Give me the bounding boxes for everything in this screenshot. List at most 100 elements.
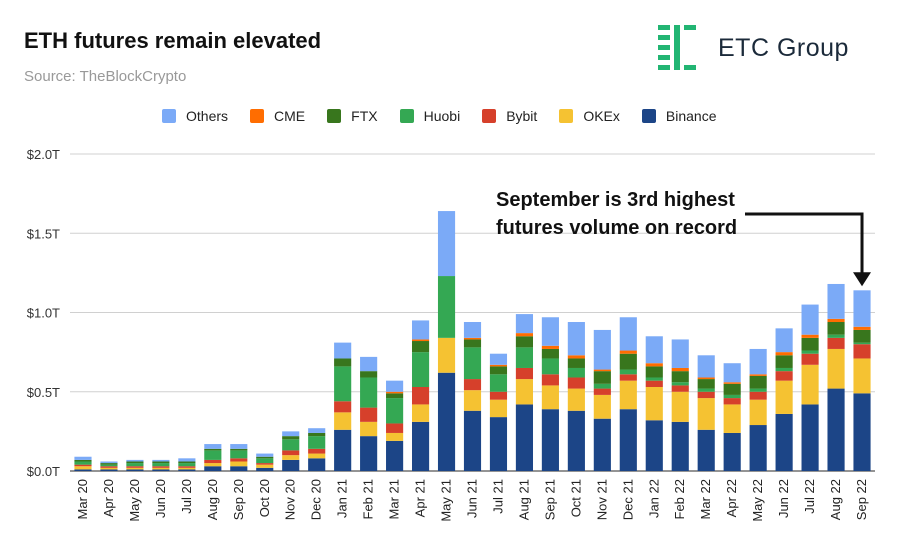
- bar-segment-bybit: [723, 398, 741, 405]
- bar-segment-ftx: [360, 371, 378, 378]
- bar-segment-binance: [334, 429, 352, 471]
- bar-segment-bybit: [827, 337, 845, 349]
- bar-segment-others: [619, 317, 637, 351]
- bar-segment-binance: [204, 466, 222, 471]
- bar-segment-huobi: [282, 439, 300, 451]
- bar-segment-bybit: [749, 391, 767, 400]
- bar-segment-ftx: [489, 366, 508, 375]
- legend-swatch: [482, 109, 497, 123]
- legend-label: CME: [274, 108, 306, 124]
- annotation-text: September is 3rd highest: [496, 189, 735, 211]
- bar-segment-others: [827, 283, 845, 319]
- bar-segment-bybit: [308, 448, 326, 454]
- bar-segment-huobi: [126, 463, 144, 467]
- bar-segment-others: [541, 317, 559, 346]
- bar-segment-ftx: [334, 358, 352, 367]
- bar-segment-huobi: [801, 350, 819, 354]
- bar-segment-binance: [853, 393, 871, 471]
- bar-segment-others: [749, 348, 767, 375]
- bar-segment-okex: [178, 467, 196, 470]
- bar-segment-okex: [619, 380, 637, 410]
- bar-segment-okex: [723, 404, 741, 433]
- bar-segment-others: [489, 353, 508, 365]
- x-tick-label: Oct 20: [257, 479, 272, 517]
- bar-segment-cme: [567, 355, 585, 359]
- bar-segment-bybit: [775, 371, 793, 381]
- bar-segment-binance: [126, 469, 144, 471]
- bar-segment-bybit: [697, 391, 715, 399]
- legend-swatch: [559, 109, 574, 123]
- bar-segment-binance: [256, 467, 274, 471]
- bar-segment-ftx: [567, 358, 585, 368]
- x-tick-label: Jun 20: [153, 479, 168, 518]
- bar-segment-huobi: [827, 334, 845, 338]
- bar-segment-huobi: [360, 377, 378, 408]
- x-tick-label: Aug 20: [205, 479, 220, 520]
- bar-segment-ftx: [515, 336, 534, 348]
- bar-segment-bybit: [230, 458, 248, 462]
- bar-segment-cme: [697, 377, 715, 380]
- legend-label: FTX: [351, 108, 378, 124]
- legend-swatch: [250, 109, 265, 123]
- bar-segment-ftx: [230, 448, 248, 451]
- bar-segment-okex: [74, 466, 92, 470]
- bar-segment-huobi: [308, 436, 326, 449]
- bar-segment-others: [334, 342, 352, 359]
- bar-segment-huobi: [256, 458, 274, 464]
- bar-segment-binance: [152, 469, 170, 471]
- bar-segment-ftx: [801, 337, 819, 351]
- x-tick-label: Mar 20: [75, 479, 90, 519]
- bar-segment-okex: [256, 464, 274, 468]
- bar-segment-binance: [801, 404, 819, 471]
- bar-segment-others: [282, 431, 300, 437]
- x-tick-label: Apr 22: [724, 479, 739, 517]
- bar-segment-bybit: [593, 388, 611, 395]
- bar-segment-okex: [308, 453, 326, 459]
- x-tick-label: Apr 20: [101, 479, 116, 517]
- legend-swatch: [641, 109, 656, 123]
- bar-segment-binance: [697, 429, 715, 471]
- bar-segment-ftx: [152, 461, 170, 464]
- bar-segment-ftx: [671, 371, 689, 383]
- bar-segment-binance: [749, 425, 767, 471]
- bar-segment-others: [411, 320, 430, 340]
- bar-segment-huobi: [541, 358, 559, 375]
- bar-segment-ftx: [593, 371, 611, 384]
- bar-segment-others: [100, 461, 118, 464]
- legend-swatch: [327, 109, 342, 123]
- bar-segment-okex: [437, 337, 456, 373]
- bar-segment-ftx: [308, 432, 326, 437]
- x-tick-label: Dec 20: [309, 479, 324, 520]
- x-tick-label: Oct 21: [568, 479, 583, 517]
- bar-segment-binance: [515, 404, 534, 471]
- bar-segment-ftx: [827, 322, 845, 335]
- bar-segment-ftx: [411, 341, 430, 353]
- etc-group-logo: [658, 25, 696, 70]
- y-tick-label: $1.0T: [27, 306, 60, 321]
- bar-segment-ftx: [178, 461, 196, 464]
- legend-label: Binance: [665, 108, 717, 124]
- bar-segment-bybit: [541, 374, 559, 386]
- bar-segment-okex: [671, 391, 689, 422]
- bar-segment-ftx: [619, 353, 637, 370]
- x-tick-label: Jun 22: [776, 479, 791, 518]
- legend-item-cme: CME: [250, 108, 305, 124]
- bar-segment-huobi: [645, 377, 663, 381]
- bar-segment-others: [386, 380, 404, 392]
- x-tick-label: Nov 21: [594, 479, 609, 520]
- bar-segment-others: [437, 211, 456, 277]
- bar-segment-ftx: [126, 461, 144, 464]
- bar-segment-okex: [749, 399, 767, 426]
- bar-segment-cme: [619, 350, 637, 354]
- bar-segment-bybit: [360, 407, 378, 422]
- bar-segment-okex: [282, 455, 300, 460]
- bar-segment-cme: [775, 352, 793, 356]
- x-tick-label: Mar 22: [698, 479, 713, 519]
- bar-segment-bybit: [100, 466, 118, 468]
- bar-segment-cme: [386, 391, 404, 394]
- bar-segment-others: [178, 458, 196, 462]
- bar-segment-binance: [463, 410, 482, 471]
- bar-segment-okex: [126, 467, 144, 470]
- bar-segment-cme: [853, 326, 871, 330]
